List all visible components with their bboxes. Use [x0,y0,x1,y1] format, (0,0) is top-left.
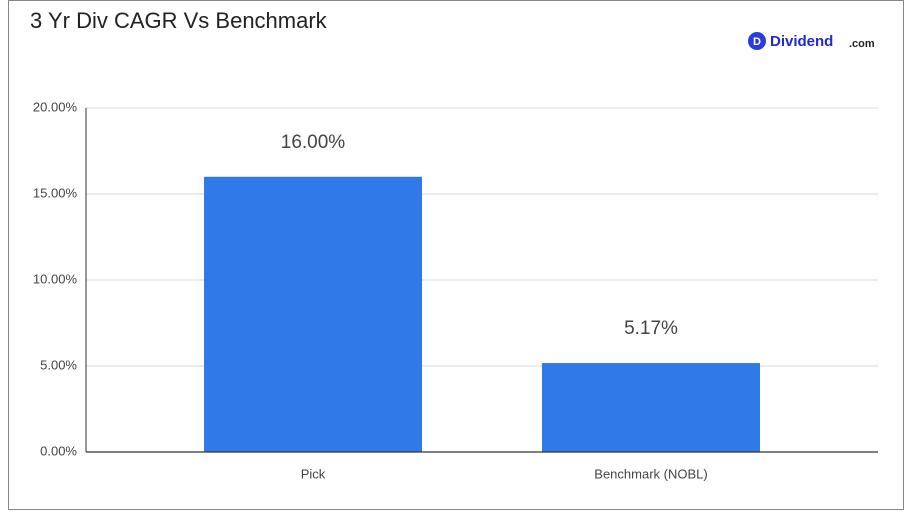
y-tick-label: 20.00% [33,99,78,114]
value-label: 5.17% [624,318,678,339]
chart-title: 3 Yr Div CAGR Vs Benchmark [30,8,328,33]
value-label: 16.00% [281,132,346,153]
logo-icon-letter: D [753,36,761,48]
logo-name: Dividend [770,33,833,50]
x-tick-label: Benchmark (NOBL) [594,466,707,481]
logo-icon [748,32,766,50]
bar [542,363,760,452]
y-tick-label: 5.00% [40,357,77,372]
y-tick-label: 10.00% [33,271,78,286]
y-tick-label: 0.00% [40,443,77,458]
y-tick-label: 15.00% [33,185,78,200]
x-tick-label: Pick [301,466,326,481]
bar [204,176,422,453]
logo-domain: .com [849,38,875,50]
chart-frame [8,0,904,510]
brand-logo: D Dividend .com [748,32,875,50]
